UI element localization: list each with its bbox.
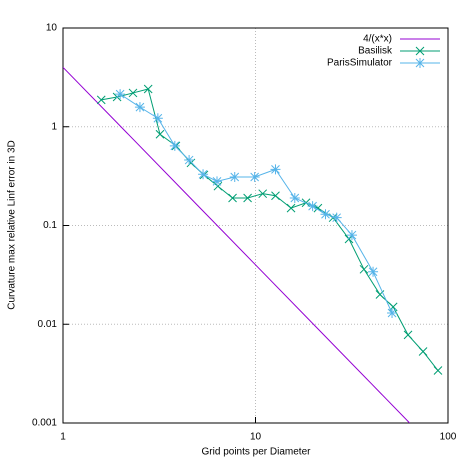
- marker: [115, 89, 126, 100]
- marker: [155, 129, 165, 139]
- marker: [258, 189, 268, 199]
- series: [96, 84, 443, 375]
- marker: [418, 347, 428, 356]
- marker: [184, 155, 195, 166]
- marker: [152, 113, 163, 124]
- marker: [331, 212, 342, 223]
- series-line: [63, 66, 410, 423]
- marker: [359, 264, 369, 274]
- legend-label: 4/(x*x): [363, 34, 392, 45]
- x-axis-label: Grid points per Diameter: [202, 447, 312, 458]
- marker: [96, 95, 106, 105]
- series: [63, 66, 410, 423]
- x-tick-label: 1: [60, 432, 66, 443]
- marker: [403, 330, 413, 340]
- y-tick-label: 0.1: [43, 220, 57, 231]
- marker: [169, 140, 180, 151]
- marker: [229, 171, 240, 182]
- marker: [307, 201, 318, 212]
- marker: [243, 193, 252, 203]
- marker: [134, 102, 145, 113]
- y-tick-label: 0.001: [32, 418, 57, 429]
- x-tick-label: 100: [440, 432, 457, 443]
- marker: [368, 266, 379, 277]
- series: [115, 89, 398, 318]
- marker: [346, 230, 357, 241]
- legend-label: ParisSimulator: [327, 58, 393, 69]
- marker: [198, 169, 209, 180]
- marker: [143, 84, 153, 94]
- marker: [286, 203, 296, 213]
- legend-marker: [415, 58, 425, 68]
- series-line: [101, 88, 439, 371]
- y-tick-label: 10: [46, 23, 58, 34]
- marker: [433, 366, 443, 375]
- marker: [289, 192, 300, 203]
- marker: [212, 176, 223, 187]
- marker: [271, 191, 280, 201]
- marker: [387, 307, 398, 318]
- y-tick-label: 0.01: [38, 319, 58, 330]
- plot-frame: [62, 27, 449, 424]
- marker: [270, 164, 281, 175]
- legend-marker: [415, 46, 425, 56]
- y-tick-label: 1: [51, 121, 57, 132]
- marker: [320, 209, 331, 220]
- y-axis-label: Curvature max relative Linf error in 3D: [7, 140, 18, 310]
- marker: [128, 88, 138, 98]
- legend-label: Basilisk: [358, 46, 393, 57]
- x-tick-label: 10: [250, 432, 262, 443]
- marker: [249, 171, 260, 182]
- marker: [228, 193, 237, 203]
